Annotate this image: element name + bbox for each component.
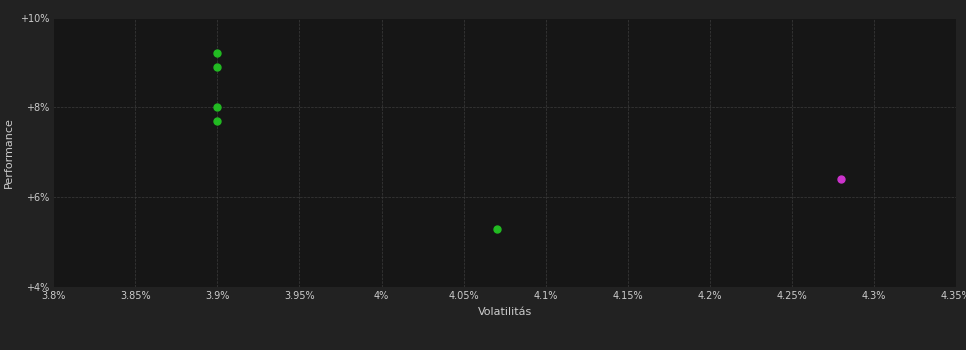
Point: [210, 64, 225, 70]
Point: [834, 176, 849, 182]
Point: [210, 51, 225, 56]
Point: [210, 105, 225, 110]
X-axis label: Volatilitás: Volatilitás: [477, 307, 532, 317]
Point: [489, 226, 504, 231]
Point: [210, 118, 225, 124]
Y-axis label: Performance: Performance: [4, 117, 14, 188]
